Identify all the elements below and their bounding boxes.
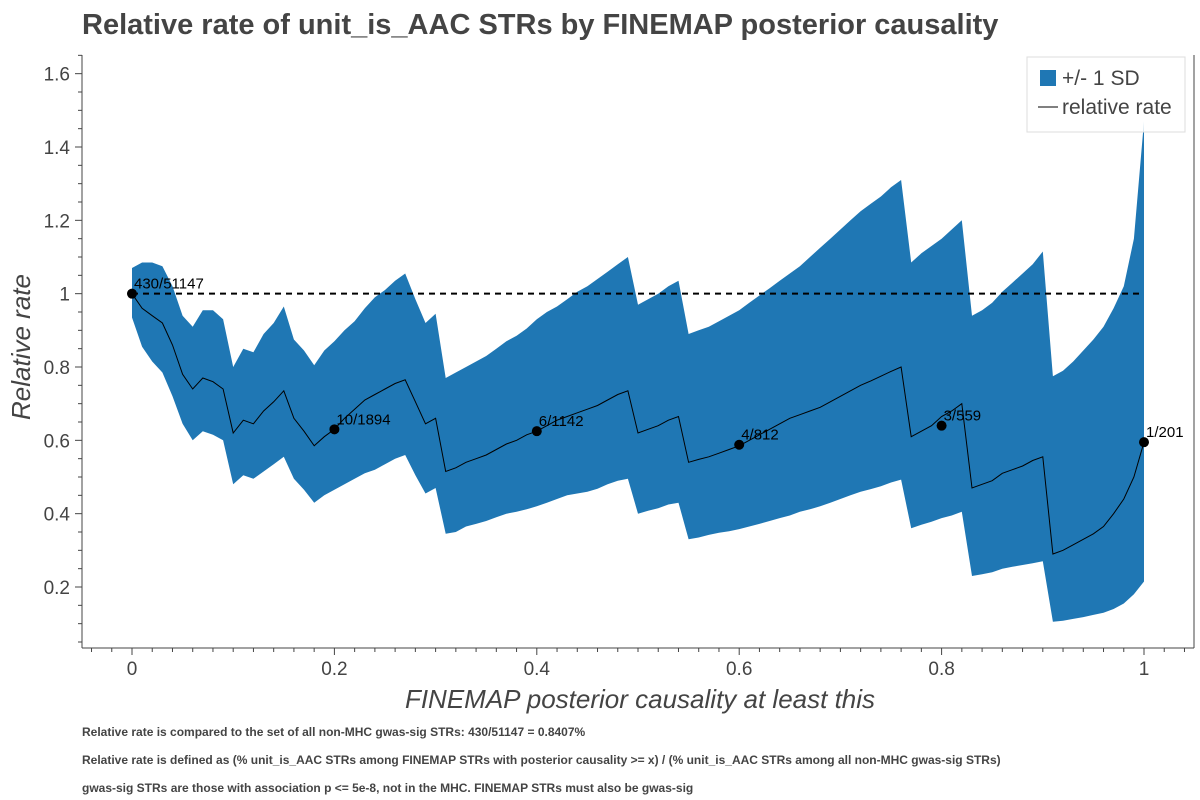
x-tick-label: 0.6 — [726, 659, 752, 680]
y-tick-label: 0.4 — [44, 505, 71, 526]
note-1: Relative rate is compared to the set of … — [82, 725, 586, 739]
x-axis-label: FINEMAP posterior causality at least thi… — [405, 684, 875, 714]
data-point — [127, 288, 137, 299]
data-point — [1139, 437, 1149, 448]
data-point-label: 4/812 — [741, 427, 779, 444]
x-ticks: 0 0.2 0.4 0.6 0.8 1 — [91, 648, 1185, 680]
data-point — [936, 420, 947, 431]
data-point-label: 1/201 — [1146, 424, 1184, 441]
y-axis-label: Relative rate — [6, 274, 36, 420]
y-tick-label: 0.8 — [44, 358, 70, 379]
x-tick-label: 0 — [127, 659, 138, 680]
legend-band-swatch — [1040, 70, 1056, 86]
chart-title: Relative rate of unit_is_AAC STRs by FIN… — [82, 9, 998, 41]
note-2: Relative rate is defined as (% unit_is_A… — [82, 753, 1001, 767]
y-tick-label: 1.2 — [44, 211, 70, 232]
x-tick-label: 1 — [1139, 659, 1150, 680]
axes: 0 0.2 0.4 0.6 0.8 1 0.2 0.4 0.6 0.8 1 1.2 1.4 1.6 — [44, 54, 1195, 680]
data-point — [734, 439, 745, 450]
labeled-points: 430/51147 10/1894 6/1142 4/812 3/559 1/201 — [127, 276, 1184, 450]
x-tick-label: 0.8 — [928, 659, 954, 680]
legend: +/- 1 SD relative rate — [1026, 56, 1186, 133]
legend-line-label: relative rate — [1062, 96, 1172, 119]
note-3: gwas-sig STRs are those with association… — [82, 781, 693, 795]
legend-band-label: +/- 1 SD — [1062, 67, 1140, 90]
data-point-label: 6/1142 — [539, 413, 584, 430]
x-tick-label: 0.2 — [321, 659, 347, 680]
y-ticks: 0.2 0.4 0.6 0.8 1 1.2 1.4 1.6 — [44, 54, 82, 643]
data-point — [531, 426, 542, 437]
y-tick-label: 1.4 — [44, 138, 71, 159]
data-point-label: 3/559 — [944, 408, 982, 425]
x-tick-label: 0.4 — [524, 659, 551, 680]
legend-box — [1026, 56, 1186, 133]
relative-rate-line — [131, 293, 1145, 555]
y-tick-label: 1 — [59, 285, 70, 306]
y-tick-label: 0.6 — [44, 431, 70, 452]
sd-band — [132, 121, 1144, 622]
data-point — [329, 424, 340, 435]
y-tick-label: 0.2 — [44, 578, 70, 599]
data-point-label: 10/1894 — [336, 411, 390, 428]
y-tick-label: 1.6 — [44, 65, 70, 86]
data-point-label: 430/51147 — [134, 276, 204, 293]
plot-area: 430/51147 10/1894 6/1142 4/812 3/559 1/201 — [127, 121, 1184, 622]
